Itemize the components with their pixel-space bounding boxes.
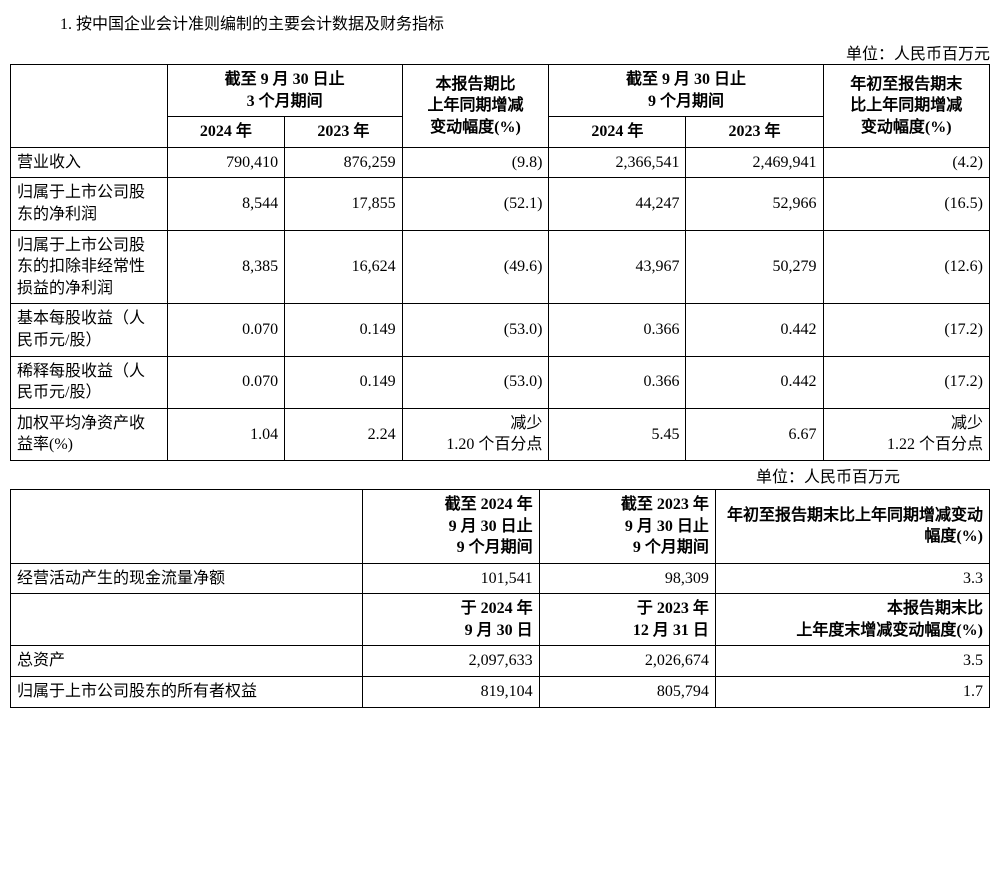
cell-value: (12.6) <box>823 230 990 304</box>
cell-value: 0.366 <box>549 356 686 408</box>
row-label: 稀释每股收益（人民币元/股） <box>11 356 168 408</box>
header-blank <box>11 594 363 646</box>
cell-value: (53.0) <box>402 304 549 356</box>
table-header-row: 于 2024 年 9 月 30 日 于 2023 年 12 月 31 日 本报告… <box>11 594 990 646</box>
cell-value: 5.45 <box>549 408 686 460</box>
cell-value: 0.149 <box>285 304 402 356</box>
unit-label-2: 单位：人民币百万元 <box>10 463 990 487</box>
header-9m-change: 年初至报告期末 比上年同期增减 变动幅度(%) <box>823 65 990 148</box>
cell-value: 0.442 <box>686 356 823 408</box>
row-label: 归属于上市公司股东的所有者权益 <box>11 677 363 708</box>
row-label: 加权平均净资产收益率(%) <box>11 408 168 460</box>
table-header-row: 截至 9 月 30 日止 3 个月期间 本报告期比 上年同期增减 变动幅度(%)… <box>11 65 990 117</box>
cell-value: 805,794 <box>539 677 715 708</box>
table-row: 基本每股收益（人民币元/股）0.0700.149(53.0)0.3660.442… <box>11 304 990 356</box>
cell-value: 17,855 <box>285 178 402 230</box>
cell-value: 0.149 <box>285 356 402 408</box>
table-header-row: 截至 2024 年 9 月 30 日止 9 个月期间 截至 2023 年 9 月… <box>11 489 990 563</box>
cell-value: 1.04 <box>167 408 284 460</box>
header-3m: 截至 9 月 30 日止 3 个月期间 <box>167 65 402 117</box>
header-date-c: 本报告期末比 上年度末增减变动幅度(%) <box>715 594 989 646</box>
cell-value: (16.5) <box>823 178 990 230</box>
cell-value: 1.7 <box>715 677 989 708</box>
table-row: 归属于上市公司股东的所有者权益 819,104 805,794 1.7 <box>11 677 990 708</box>
header-9m: 截至 9 月 30 日止 9 个月期间 <box>549 65 823 117</box>
header-period-c: 年初至报告期末比上年同期增减变动幅度(%) <box>715 489 989 563</box>
financial-table-2: 截至 2024 年 9 月 30 日止 9 个月期间 截至 2023 年 9 月… <box>10 489 990 708</box>
cell-value: (4.2) <box>823 147 990 178</box>
cell-value: 减少 1.22 个百分点 <box>823 408 990 460</box>
cell-value: (9.8) <box>402 147 549 178</box>
cell-value: 减少 1.20 个百分点 <box>402 408 549 460</box>
cell-value: 790,410 <box>167 147 284 178</box>
cell-value: (17.2) <box>823 356 990 408</box>
cell-value: 3.3 <box>715 563 989 594</box>
header-year-2023: 2023 年 <box>285 117 402 148</box>
table-row: 归属于上市公司股东的扣除非经常性损益的净利润8,38516,624(49.6)4… <box>11 230 990 304</box>
row-label: 归属于上市公司股东的扣除非经常性损益的净利润 <box>11 230 168 304</box>
cell-value: 8,385 <box>167 230 284 304</box>
cell-value: 0.070 <box>167 356 284 408</box>
row-label: 营业收入 <box>11 147 168 178</box>
table-row: 总资产 2,097,633 2,026,674 3.5 <box>11 646 990 677</box>
cell-value: (17.2) <box>823 304 990 356</box>
cell-value: 52,966 <box>686 178 823 230</box>
table-row: 经营活动产生的现金流量净额 101,541 98,309 3.3 <box>11 563 990 594</box>
cell-value: 101,541 <box>363 563 539 594</box>
cell-value: 0.442 <box>686 304 823 356</box>
cell-value: 0.366 <box>549 304 686 356</box>
cell-value: 2.24 <box>285 408 402 460</box>
header-period-b: 截至 2023 年 9 月 30 日止 9 个月期间 <box>539 489 715 563</box>
table-row: 加权平均净资产收益率(%)1.042.24减少 1.20 个百分点5.456.6… <box>11 408 990 460</box>
header-blank <box>11 489 363 563</box>
header-period-a: 截至 2024 年 9 月 30 日止 9 个月期间 <box>363 489 539 563</box>
cell-value: 6.67 <box>686 408 823 460</box>
header-3m-change: 本报告期比 上年同期增减 变动幅度(%) <box>402 65 549 148</box>
cell-value: 0.070 <box>167 304 284 356</box>
cell-value: 2,366,541 <box>549 147 686 178</box>
cell-value: 44,247 <box>549 178 686 230</box>
cell-value: 16,624 <box>285 230 402 304</box>
cell-value: (49.6) <box>402 230 549 304</box>
financial-table-1: 截至 9 月 30 日止 3 个月期间 本报告期比 上年同期增减 变动幅度(%)… <box>10 64 990 461</box>
table-row: 稀释每股收益（人民币元/股）0.0700.149(53.0)0.3660.442… <box>11 356 990 408</box>
cell-value: 876,259 <box>285 147 402 178</box>
cell-value: (52.1) <box>402 178 549 230</box>
cell-value: 8,544 <box>167 178 284 230</box>
header-year-2023: 2023 年 <box>686 117 823 148</box>
cell-value: 2,469,941 <box>686 147 823 178</box>
header-blank <box>11 65 168 148</box>
section-title: 1. 按中国企业会计准则编制的主要会计数据及财务指标 <box>60 10 990 34</box>
table-row: 营业收入790,410876,259(9.8)2,366,5412,469,94… <box>11 147 990 178</box>
cell-value: 819,104 <box>363 677 539 708</box>
row-label: 归属于上市公司股东的净利润 <box>11 178 168 230</box>
cell-value: 50,279 <box>686 230 823 304</box>
cell-value: (53.0) <box>402 356 549 408</box>
cell-value: 3.5 <box>715 646 989 677</box>
header-year-2024: 2024 年 <box>549 117 686 148</box>
cell-value: 98,309 <box>539 563 715 594</box>
header-date-a: 于 2024 年 9 月 30 日 <box>363 594 539 646</box>
header-date-b: 于 2023 年 12 月 31 日 <box>539 594 715 646</box>
row-label: 总资产 <box>11 646 363 677</box>
unit-label-1: 单位：人民币百万元 <box>10 40 990 64</box>
cell-value: 2,097,633 <box>363 646 539 677</box>
table-row: 归属于上市公司股东的净利润8,54417,855(52.1)44,24752,9… <box>11 178 990 230</box>
header-year-2024: 2024 年 <box>167 117 284 148</box>
cell-value: 43,967 <box>549 230 686 304</box>
row-label: 经营活动产生的现金流量净额 <box>11 563 363 594</box>
cell-value: 2,026,674 <box>539 646 715 677</box>
row-label: 基本每股收益（人民币元/股） <box>11 304 168 356</box>
